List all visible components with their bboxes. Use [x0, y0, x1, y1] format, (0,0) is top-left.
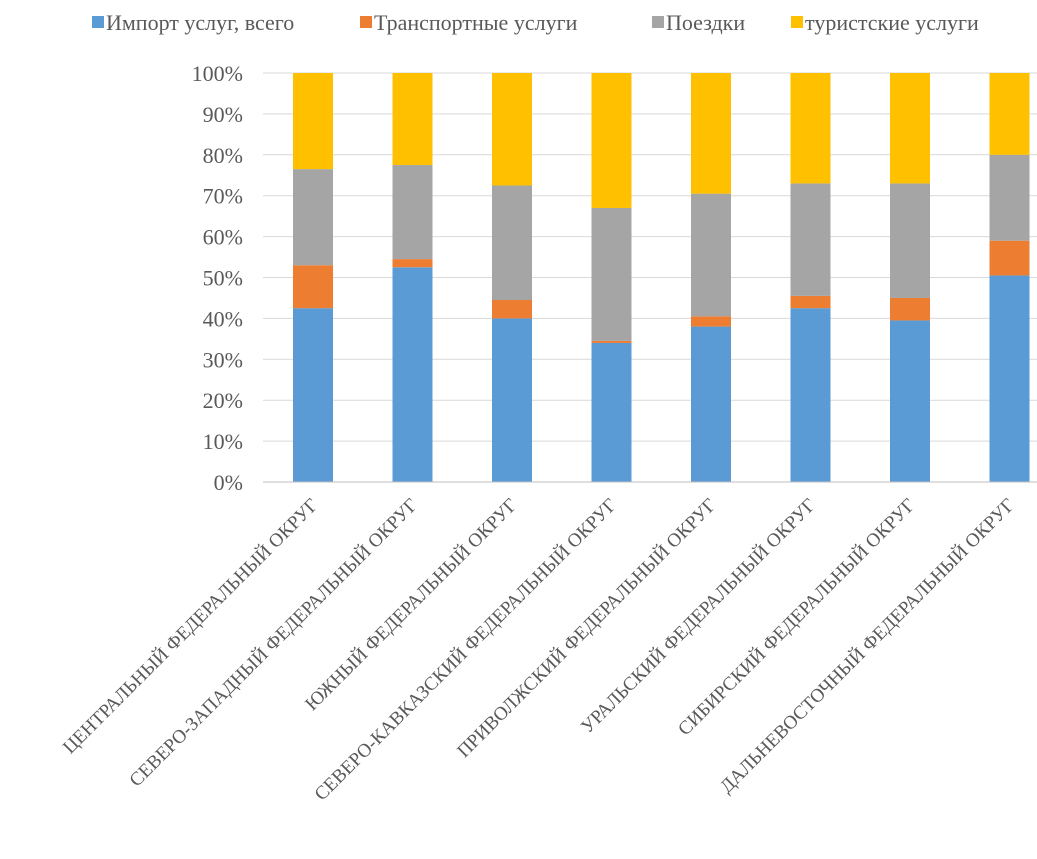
bar-segment	[492, 185, 532, 300]
bar-segment	[890, 320, 930, 482]
bar-segment	[890, 183, 930, 298]
y-axis-tick-labels: 0% 10% 20% 30% 40% 50% 60% 70% 80% 90% 100%	[192, 61, 243, 495]
legend-swatch	[360, 16, 372, 28]
bar-segment	[392, 267, 433, 482]
bar-segment	[591, 342, 632, 482]
y-tick-label: 80%	[203, 143, 243, 168]
bar-segment	[392, 73, 433, 166]
bar-segment	[989, 73, 1030, 155]
bar-segment	[293, 308, 333, 482]
y-tick-label: 90%	[203, 102, 243, 127]
bar-segment	[790, 183, 831, 296]
bar-segment	[890, 73, 930, 184]
y-tick-label: 40%	[203, 306, 243, 331]
bar-segment	[293, 73, 333, 170]
bar-segment	[989, 240, 1030, 276]
legend-swatch	[92, 16, 104, 28]
bar-segment	[492, 318, 532, 482]
x-category-label: ЮЖНЫЙ ФЕДЕРАЛЬНЫЙ ОКРУГ	[301, 495, 521, 715]
bar-segment	[293, 265, 333, 309]
y-tick-label: 30%	[203, 347, 243, 372]
bar-segment	[989, 154, 1030, 241]
bar-segment	[392, 165, 433, 260]
bar-segment	[691, 316, 731, 327]
bar-segment	[492, 73, 532, 186]
bar-segment	[790, 308, 831, 482]
bar-segment	[691, 193, 731, 317]
x-axis-category-labels: ЦЕНТРАЛЬНЫЙ ФЕДЕРАЛЬНЫЙ ОКРУГСЕВЕРО-ЗАПА…	[59, 495, 1019, 805]
bar-segment	[392, 259, 433, 268]
legend-label: Транспортные услуги	[374, 10, 578, 35]
bar-segment	[790, 73, 831, 184]
y-tick-label: 0%	[214, 470, 243, 495]
bar-segment	[293, 169, 333, 266]
bar-segment	[691, 326, 731, 482]
bar-segment	[492, 299, 532, 319]
bars	[293, 73, 1030, 482]
bar-segment	[790, 295, 831, 309]
legend: Импорт услуг, всего Транспортные услуги По…	[92, 10, 979, 35]
y-tick-label: 70%	[203, 184, 243, 209]
bar-segment	[591, 207, 632, 341]
bar-segment	[591, 340, 632, 343]
y-tick-label: 50%	[203, 266, 243, 291]
bar-segment	[989, 275, 1030, 482]
y-tick-label: 20%	[203, 388, 243, 413]
legend-label: Поездки	[666, 10, 745, 35]
legend-label: туристские услуги	[805, 10, 979, 35]
y-tick-label: 100%	[192, 61, 243, 86]
legend-label: Импорт услуг, всего	[106, 10, 294, 35]
legend-swatch	[791, 16, 803, 28]
bar-segment	[591, 73, 632, 208]
bar-segment	[890, 297, 930, 321]
y-tick-label: 60%	[203, 225, 243, 250]
y-tick-label: 10%	[203, 429, 243, 454]
bar-segment	[691, 73, 731, 194]
legend-swatch	[652, 16, 664, 28]
